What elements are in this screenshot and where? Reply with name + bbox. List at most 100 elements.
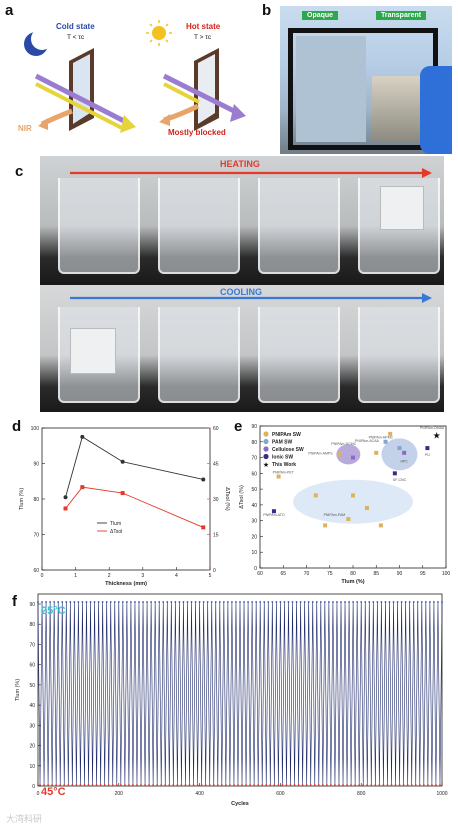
annotation-label: SF-CNC — [393, 478, 407, 482]
high-point — [392, 601, 395, 603]
x-tick-label: 1000 — [436, 791, 447, 797]
high-point — [368, 601, 371, 603]
y-right-tick-label: 60 — [213, 426, 219, 432]
y-tick-label: 80 — [29, 622, 35, 628]
high-point — [150, 601, 153, 603]
annotation-label: PNIPAm-ACAA — [355, 439, 380, 443]
high-point — [154, 601, 157, 603]
low-point — [63, 784, 66, 786]
scatter-point — [276, 474, 281, 479]
y-tick-label: 40 — [29, 703, 35, 709]
low-point — [269, 784, 272, 786]
high-point — [53, 601, 56, 603]
y-tick-label: 80 — [251, 440, 257, 446]
watermark: 大湾科研 — [6, 814, 43, 824]
high-point — [174, 601, 177, 603]
low-point — [257, 784, 260, 786]
low-point — [47, 784, 49, 786]
high-point — [356, 601, 359, 603]
annotation-label: PNIPAm-DMAA — [420, 426, 445, 430]
low-point — [71, 784, 74, 786]
high-point — [271, 601, 274, 603]
y-tick-label: 10 — [251, 550, 257, 556]
high-point — [226, 601, 229, 603]
high-point — [186, 601, 189, 603]
y-tick-label: 60 — [29, 663, 35, 669]
low-point — [176, 784, 179, 786]
y-tick-label: 90 — [251, 424, 257, 430]
high-point — [295, 601, 298, 603]
legend-label: Cellulose SW — [272, 447, 304, 453]
high-point — [267, 601, 270, 603]
high-point — [69, 601, 72, 603]
high-point — [307, 601, 310, 603]
low-point — [172, 784, 175, 786]
y-left-tick-label: 60 — [33, 568, 39, 574]
high-point — [41, 601, 43, 603]
high-point — [323, 601, 326, 603]
opaque-sample-heating — [380, 186, 424, 230]
glove — [420, 66, 452, 154]
low-point — [426, 784, 429, 786]
high-point — [352, 601, 355, 603]
high-point — [424, 601, 427, 603]
low-point — [358, 784, 361, 786]
high-point — [340, 601, 342, 603]
x-tick-label: 400 — [195, 791, 204, 797]
high-point — [142, 601, 144, 603]
scatter-point — [364, 506, 369, 511]
x-tick-label: 0 — [41, 573, 44, 579]
panel-letter-c: c — [15, 163, 24, 180]
high-point — [400, 601, 403, 603]
low-point — [204, 784, 207, 786]
moon-icon — [24, 28, 53, 56]
sun-icon — [146, 20, 172, 46]
x-tick-label: 75 — [327, 571, 333, 577]
pnipam-cluster — [293, 479, 413, 524]
high-point — [134, 601, 136, 603]
high-point — [279, 601, 282, 603]
high-point — [101, 601, 104, 603]
legend-marker — [263, 446, 269, 452]
low-point — [208, 784, 211, 786]
high-point — [65, 601, 68, 603]
mostly-blocked-label: Mostly blocked — [168, 128, 226, 137]
legend-label: ΔTsol — [110, 529, 122, 535]
low-point — [374, 784, 377, 786]
high-point — [97, 601, 100, 603]
low-point — [293, 784, 296, 786]
high-point — [81, 601, 84, 603]
low-point — [99, 784, 102, 786]
cold-condition: T < τc — [67, 34, 85, 41]
x-tick-label: 90 — [397, 571, 403, 577]
y-left-tick-label: 90 — [33, 462, 39, 468]
low-point — [196, 784, 199, 786]
legend-label: This Work — [272, 462, 296, 468]
high-point — [138, 601, 140, 603]
low-point — [75, 784, 78, 786]
low-point — [422, 784, 425, 786]
high-point — [441, 601, 443, 603]
low-point — [241, 784, 243, 786]
low-point — [253, 784, 256, 786]
low-point — [261, 784, 264, 786]
high-point — [243, 601, 245, 603]
low-point — [224, 784, 227, 786]
y-tick-label: 50 — [251, 487, 257, 493]
scatter-point — [271, 509, 276, 514]
x-axis-label: Tlum (%) — [341, 579, 364, 585]
low-point — [370, 784, 373, 786]
opaque-tag: Opaque — [302, 11, 339, 20]
high-point — [77, 601, 80, 603]
scatter-point — [337, 452, 342, 457]
low-point — [200, 784, 203, 786]
low-point — [354, 784, 357, 786]
high-point — [291, 601, 294, 603]
annotation-label: HPC — [400, 459, 408, 463]
y-tick-label: 30 — [251, 519, 257, 525]
high-point — [259, 601, 262, 603]
low-point — [330, 784, 332, 786]
annotation-label: PNIPAm-ATO — [263, 513, 284, 517]
x-tick-label: 60 — [257, 571, 263, 577]
scatter-point — [351, 455, 355, 460]
